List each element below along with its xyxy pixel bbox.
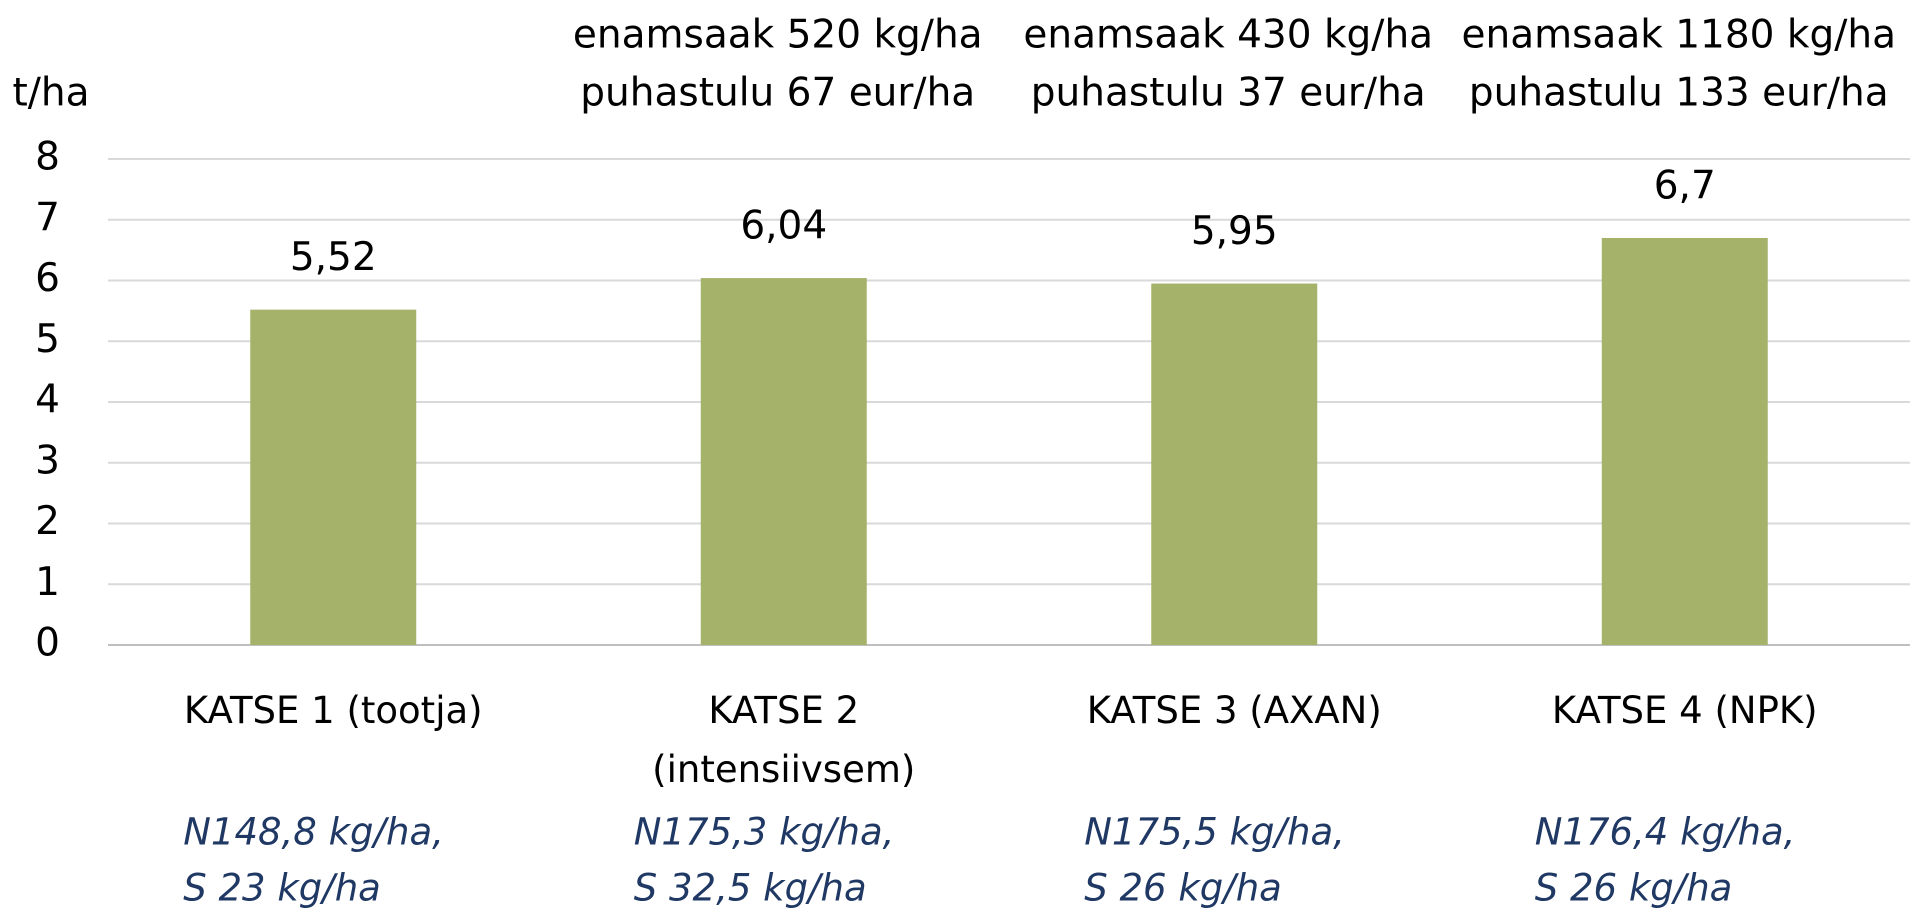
value-label: 6,04 xyxy=(740,204,827,249)
y-tick-label: 3 xyxy=(35,438,60,483)
x-tick-label: KATSE 4 (NPK) xyxy=(1551,689,1818,732)
bar xyxy=(700,278,867,645)
annotation: puhastulu 67 eur/ha xyxy=(580,71,975,116)
y-tick-label: 8 xyxy=(35,135,60,180)
note: N175,5 kg/ha, xyxy=(1084,811,1345,854)
bar xyxy=(1601,237,1768,645)
note: S 26 kg/ha xyxy=(1084,867,1282,910)
value-label: 5,95 xyxy=(1191,209,1278,254)
y-axis-label: t/ha xyxy=(12,71,89,116)
bar xyxy=(1151,283,1318,645)
y-tick-label: 1 xyxy=(35,560,60,605)
note: S 23 kg/ha xyxy=(183,867,381,910)
note: S 26 kg/ha xyxy=(1535,867,1733,910)
note: N148,8 kg/ha, xyxy=(183,811,444,854)
x-tick-label: KATSE 1 (tootja) xyxy=(183,689,483,732)
annotation: puhastulu 37 eur/ha xyxy=(1031,71,1426,116)
note: N175,3 kg/ha, xyxy=(634,811,895,854)
y-tick-label: 0 xyxy=(35,621,60,666)
note: N176,4 kg/ha, xyxy=(1535,811,1796,854)
y-tick-label: 4 xyxy=(35,378,60,423)
value-label: 5,52 xyxy=(290,235,377,280)
annotation: enamsaak 520 kg/ha xyxy=(573,13,983,58)
annotation: enamsaak 430 kg/ha xyxy=(1023,13,1433,58)
annotation: enamsaak 1180 kg/ha xyxy=(1462,13,1896,58)
value-label: 6,7 xyxy=(1654,163,1716,208)
y-tick-label: 7 xyxy=(35,195,60,240)
bar xyxy=(250,309,417,645)
annotation: puhastulu 133 eur/ha xyxy=(1469,71,1889,116)
x-tick-label: KATSE 2 (intensiivsem) xyxy=(652,689,916,791)
y-tick-label: 2 xyxy=(35,499,60,544)
y-tick-label: 5 xyxy=(35,317,60,362)
x-tick-label: KATSE 3 (AXAN) xyxy=(1086,689,1382,732)
note: S 32,5 kg/ha xyxy=(634,867,867,910)
y-tick-label: 6 xyxy=(35,256,60,301)
